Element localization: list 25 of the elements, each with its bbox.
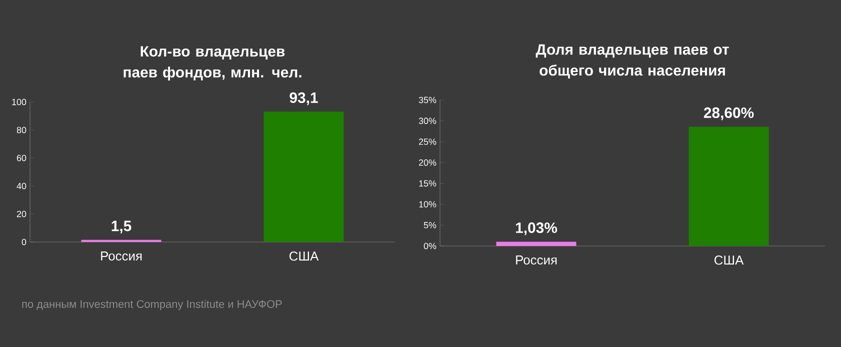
x-tick-label: США <box>714 256 744 265</box>
data-label: 28,60% <box>704 107 754 120</box>
y-tick-label: 30% <box>418 118 436 124</box>
y-tick-label: 5% <box>424 222 436 228</box>
data-label: 1,03% <box>516 222 558 236</box>
y-tick-label: 80 <box>16 126 26 134</box>
y-tick-label: 0% <box>424 242 436 250</box>
y-tick-label: 20% <box>418 159 436 166</box>
x-tick-label: Россия <box>101 252 142 261</box>
x-tick-label: США <box>289 252 319 261</box>
y-tick-label: 25% <box>418 138 436 145</box>
y-tick-label: 60 <box>16 154 26 162</box>
y-tick-label: 20 <box>16 210 26 218</box>
y-tick-label: 0 <box>22 238 26 246</box>
data-label: 1,5 <box>112 220 132 234</box>
data-label: 93,1 <box>290 92 318 106</box>
y-tick-label: 35% <box>418 96 436 104</box>
chart-title: Доля владельцев паев от общего числа населения <box>536 44 729 78</box>
y-tick-label: 100 <box>12 98 26 106</box>
text: по данным Investment Company Institute и НАУФОР <box>22 300 282 310</box>
y-tick-label: 15% <box>419 180 436 187</box>
y-tick-label: 40 <box>16 182 26 190</box>
y-tick-label: 10% <box>419 201 436 208</box>
chart-title: Кол-во владельцев паев фондов, млн. чел. <box>124 46 302 80</box>
x-tick-label: Россия <box>516 256 557 265</box>
